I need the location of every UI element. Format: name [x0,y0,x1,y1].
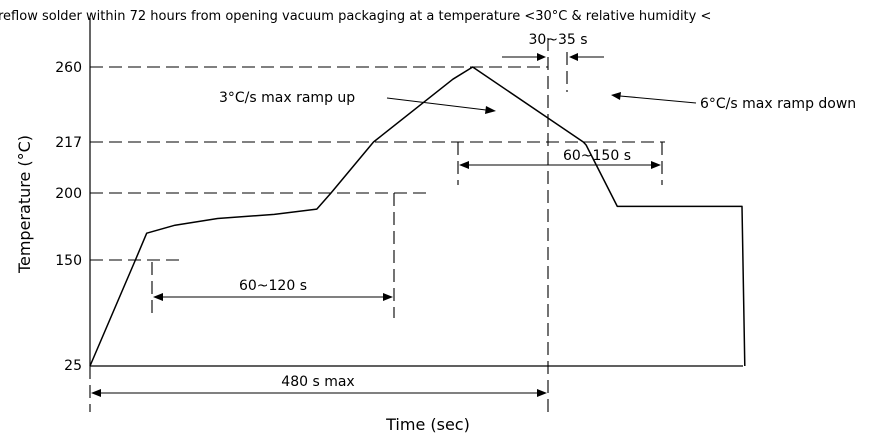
arrowhead-ramp-up [485,106,496,114]
chart-title: reflow solder within 72 hours from openi… [0,9,711,24]
y-tick-260: 260 [55,60,82,76]
arrowhead-peak-left [537,53,546,61]
label-peak-window: 30~35 s [528,32,587,48]
series-line-temperature-profile [89,66,746,367]
leader-ramp-up [386,97,487,111]
y-tick-217: 217 [55,135,82,151]
arrowhead-total-right [537,389,547,397]
x-axis-label: Time (sec) [385,415,470,434]
y-axis-label: Temperature (°C) [15,135,34,274]
label-total: 480 s max [281,374,354,390]
arrowhead-soak-left [153,293,163,301]
label-ramp-up: 3°C/s max ramp up [219,90,355,106]
arrowhead-peak-right [569,53,578,61]
label-ramp-down: 6°C/s max ramp down [700,96,856,112]
arrowhead-ramp-down [611,92,621,100]
leader-ramp-down [619,95,697,104]
y-tick-25: 25 [64,358,82,374]
label-above-217: 60~150 s [563,148,631,164]
y-tick-150: 150 [55,253,82,269]
y-tick-200: 200 [55,186,82,202]
arrowhead-above-217-left [459,161,469,169]
arrowhead-total-left [91,389,101,397]
arrowhead-above-217-right [651,161,661,169]
arrowhead-soak-right [383,293,393,301]
label-soak: 60~120 s [239,278,307,294]
